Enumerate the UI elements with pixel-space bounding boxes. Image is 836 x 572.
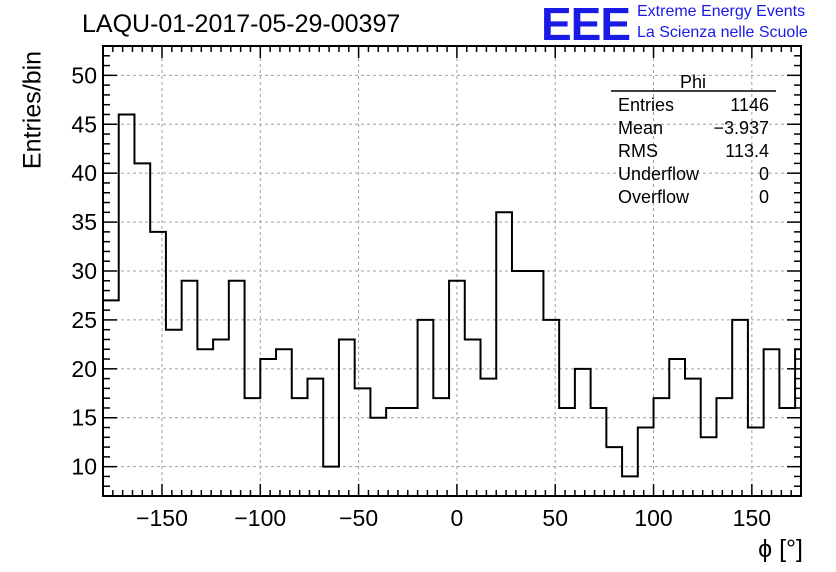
stats-value: −3.937 (713, 118, 769, 138)
stats-label: Overflow (618, 187, 690, 207)
histogram-bin (134, 163, 150, 496)
histogram-bin (685, 379, 701, 496)
histogram-bin (323, 467, 339, 496)
stats-label: Entries (618, 95, 674, 115)
histogram-bin (638, 428, 654, 496)
histogram-bin (449, 281, 465, 496)
histogram-bin (292, 398, 308, 496)
histogram-bin (260, 359, 276, 496)
x-tick-label: 0 (451, 505, 464, 531)
stats-value: 113.4 (725, 141, 769, 161)
histogram-bin (606, 447, 622, 496)
histogram-bin (669, 359, 685, 496)
histogram-bin (654, 398, 670, 496)
grid-lines (103, 46, 801, 496)
stats-label: RMS (618, 141, 658, 161)
stats-label: Mean (618, 118, 663, 138)
stats-box: Phi Entries 1146 Mean −3.937 RMS 113.4 Underfl… (611, 72, 776, 207)
histogram-bin (229, 281, 245, 496)
histogram-bin (197, 349, 213, 496)
histogram-bin (418, 320, 434, 496)
x-tick-label: 50 (542, 505, 568, 531)
histogram-bin (213, 339, 229, 496)
histogram-bin (481, 379, 497, 496)
y-tick-label: 10 (71, 454, 97, 480)
histogram-bin (402, 408, 418, 496)
histogram-bin (779, 408, 795, 496)
histogram-bin (355, 388, 371, 496)
logo-text-line1: Extreme Energy Events (637, 3, 806, 20)
y-tick-label: 50 (71, 62, 97, 88)
histogram-bin (591, 408, 607, 496)
histogram-bin (465, 339, 481, 496)
stats-value: 1146 (730, 95, 769, 115)
histogram-bin (150, 232, 166, 496)
histogram-bin (339, 339, 355, 496)
histogram-bin (166, 330, 182, 496)
x-axis-label: ϕ [°] (758, 535, 803, 563)
axes: −150 −100 −50 0 50 100 150 10 15 20 25 30 35 40 45 50 (71, 45, 802, 531)
x-tick-label: −100 (234, 505, 286, 531)
histogram-bin (559, 408, 575, 496)
y-tick-label: 30 (71, 258, 97, 284)
histogram-marks (102, 113, 801, 496)
histogram-outline (102, 113, 801, 496)
histogram-bin (701, 437, 717, 496)
eee-logo: EEE (541, 0, 631, 50)
x-tick-label: −150 (136, 505, 188, 531)
y-tick-label: 40 (71, 160, 97, 186)
histogram-bin (370, 418, 386, 496)
histogram-bin (528, 271, 544, 496)
histogram-bin (716, 398, 732, 496)
x-tick-label: 100 (634, 505, 672, 531)
histogram-bin (496, 212, 512, 496)
histogram-bin (764, 349, 780, 496)
y-tick-label: 35 (71, 209, 97, 235)
chart-title: LAQU-01-2017-05-29-00397 (82, 10, 401, 38)
x-tick-label: 150 (733, 505, 771, 531)
stats-value: 0 (759, 187, 769, 207)
y-tick-label: 20 (71, 356, 97, 382)
histogram-bin (276, 349, 292, 496)
stats-box-title: Phi (680, 72, 706, 92)
stats-label: Underflow (618, 164, 700, 184)
stats-value: 0 (759, 164, 769, 184)
histogram-bin (245, 398, 261, 496)
histogram-bin (433, 398, 449, 496)
histogram-bin (386, 408, 402, 496)
histogram-bin (575, 369, 591, 496)
y-tick-label: 15 (71, 405, 97, 431)
histogram-bin (732, 320, 748, 496)
histogram-bin (119, 114, 135, 496)
histogram-bin (512, 271, 528, 496)
histogram-bin (543, 320, 559, 496)
y-tick-label: 45 (71, 111, 97, 137)
logo-text-line2: La Scienza nelle Scuole (637, 24, 808, 41)
x-tick-label: −50 (339, 505, 378, 531)
histogram-bin (182, 281, 198, 496)
y-tick-label: 25 (71, 307, 97, 333)
histogram-bin (748, 428, 764, 496)
histogram-bin (307, 379, 323, 496)
